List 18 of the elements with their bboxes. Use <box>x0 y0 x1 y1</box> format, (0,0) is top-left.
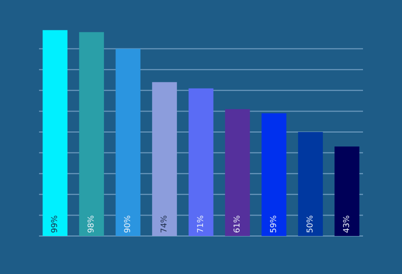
bar <box>298 132 323 236</box>
data-label: 50% <box>305 214 314 233</box>
bar <box>225 109 250 236</box>
data-label: 90% <box>123 214 132 233</box>
bar <box>79 32 104 236</box>
bar <box>262 113 286 236</box>
bar <box>152 82 177 236</box>
bar <box>42 30 68 236</box>
data-label: 74% <box>160 214 169 233</box>
data-label: 99% <box>50 214 60 233</box>
bar <box>334 146 360 236</box>
bar <box>116 48 140 236</box>
data-label: 61% <box>232 214 242 233</box>
data-label: 71% <box>196 214 205 233</box>
bar <box>188 88 214 236</box>
data-label: 43% <box>342 214 351 233</box>
data-label: 98% <box>86 214 96 233</box>
data-label: 59% <box>268 214 278 233</box>
